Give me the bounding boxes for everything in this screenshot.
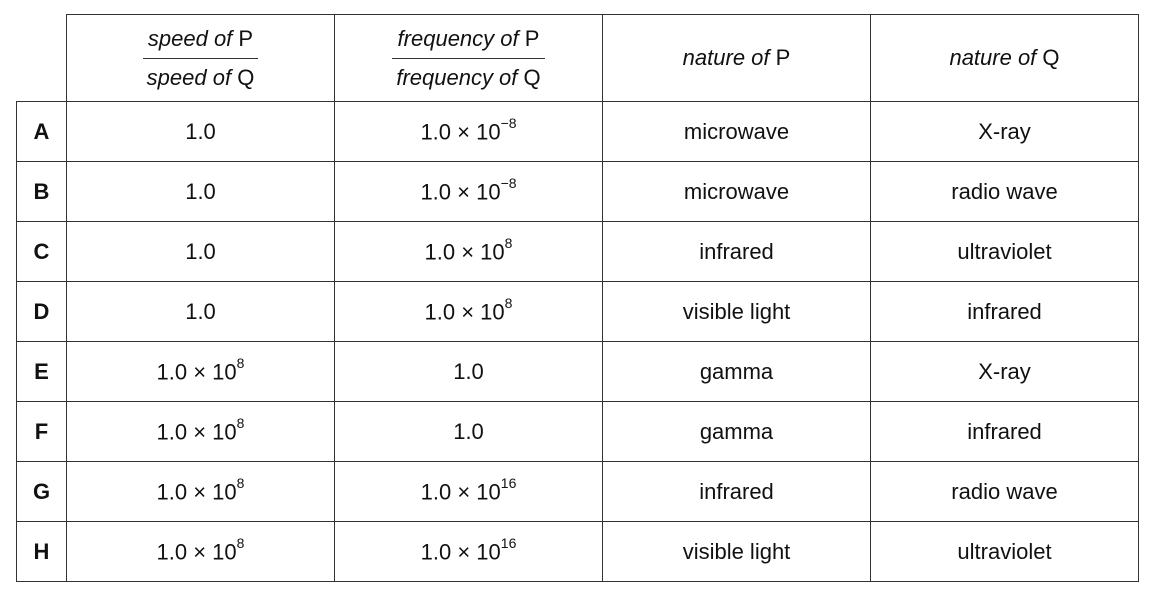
table-cell: 1.0 × 108	[66, 401, 335, 462]
numerator: speed of P	[142, 25, 259, 59]
table-row: D 1.0 1.0 × 108 visible light infrared	[16, 281, 1139, 342]
table-cell: 1.0 × 108	[66, 461, 335, 522]
row-label: G	[16, 461, 67, 522]
table-cell: gamma	[602, 401, 871, 462]
value-exponent: 8	[236, 534, 245, 551]
table-cell: 1.0 × 108	[334, 281, 603, 342]
value-base: 1.0 × 10	[420, 119, 501, 145]
table-cell: 1.0	[66, 221, 335, 282]
table-cell: 1.0	[334, 401, 603, 462]
header-cell: nature of P	[602, 14, 871, 102]
value-exponent: 8	[504, 294, 513, 311]
italic-text: speed of	[147, 25, 233, 51]
row-label: H	[16, 521, 67, 582]
table-cell: radio wave	[870, 161, 1139, 222]
row-label: D	[16, 281, 67, 342]
table-cell: infrared	[602, 221, 871, 282]
row-label: A	[16, 101, 67, 162]
table-row: B 1.0 1.0 × 10−8 microwave radio wave	[16, 161, 1139, 222]
corner-cell	[16, 14, 67, 102]
denominator: frequency of Q	[392, 59, 544, 91]
value-exponent: 16	[500, 534, 517, 551]
denominator: speed of Q	[143, 59, 259, 91]
table-cell: infrared	[602, 461, 871, 522]
value-exponent: 8	[236, 414, 245, 431]
value-exponent: −8	[500, 174, 517, 191]
table-cell: 1.0 × 108	[66, 341, 335, 402]
table-row: F 1.0 × 108 1.0 gamma infrared	[16, 401, 1139, 462]
upright-text: Q	[237, 64, 255, 90]
value-base: 1.0 × 10	[420, 539, 501, 565]
table-cell: 1.0	[66, 281, 335, 342]
italic-text: nature of	[682, 45, 770, 70]
table-cell: X-ray	[870, 101, 1139, 162]
table-row: E 1.0 × 108 1.0 gamma X-ray	[16, 341, 1139, 402]
value-base: 1.0 × 10	[156, 359, 237, 385]
upright-text: P	[775, 45, 791, 70]
value-exponent: 16	[500, 474, 517, 491]
table-cell: 1.0 × 10−8	[334, 101, 603, 162]
table-cell: 1.0	[66, 101, 335, 162]
table-cell: ultraviolet	[870, 221, 1139, 282]
value-base: 1.0 × 10	[420, 179, 501, 205]
table-cell: visible light	[602, 521, 871, 582]
table-cell: 1.0 × 1016	[334, 521, 603, 582]
header-cell: nature of Q	[870, 14, 1139, 102]
table-row: G 1.0 × 108 1.0 × 1016 infrared radio wave	[16, 461, 1139, 522]
table-cell: infrared	[870, 401, 1139, 462]
upright-text: P	[238, 25, 254, 51]
table-cell: infrared	[870, 281, 1139, 342]
value-base: 1.0 × 10	[424, 239, 505, 265]
table-cell: 1.0 × 10−8	[334, 161, 603, 222]
value-base: 1.0 × 10	[156, 479, 237, 505]
table-cell: X-ray	[870, 341, 1139, 402]
row-label: F	[16, 401, 67, 462]
value-base: 1.0 × 10	[156, 539, 237, 565]
table-cell: 1.0	[334, 341, 603, 402]
table-row: C 1.0 1.0 × 108 infrared ultraviolet	[16, 221, 1139, 282]
table-cell: ultraviolet	[870, 521, 1139, 582]
table-cell: visible light	[602, 281, 871, 342]
value-base: 1.0 × 10	[420, 479, 501, 505]
value-exponent: 8	[236, 474, 245, 491]
table-cell: 1.0 × 108	[334, 221, 603, 282]
value-exponent: 8	[504, 234, 513, 251]
row-label: C	[16, 221, 67, 282]
upright-text: Q	[1042, 45, 1060, 70]
value-exponent: 8	[236, 354, 245, 371]
value-exponent: −8	[500, 114, 517, 131]
table-cell: microwave	[602, 161, 871, 222]
upright-text: P	[524, 25, 540, 51]
italic-text: frequency of	[397, 25, 519, 51]
value-base: 1.0 × 10	[156, 419, 237, 445]
table-cell: 1.0 × 108	[66, 521, 335, 582]
numerator: frequency of P	[392, 25, 545, 59]
value-base: 1.0 × 10	[424, 299, 505, 325]
italic-text: speed of	[146, 64, 232, 90]
table-row: A 1.0 1.0 × 10−8 microwave X-ray	[16, 101, 1139, 162]
table-row: H 1.0 × 108 1.0 × 1016 visible light ultravi…	[16, 521, 1139, 582]
table-cell: microwave	[602, 101, 871, 162]
table-cell: 1.0	[66, 161, 335, 222]
italic-text: nature of	[949, 45, 1037, 70]
table-cell: gamma	[602, 341, 871, 402]
upright-text: Q	[523, 64, 541, 90]
row-label: B	[16, 161, 67, 222]
table-cell: 1.0 × 1016	[334, 461, 603, 522]
table-cell: radio wave	[870, 461, 1139, 522]
row-label: E	[16, 341, 67, 402]
italic-text: frequency of	[396, 64, 518, 90]
